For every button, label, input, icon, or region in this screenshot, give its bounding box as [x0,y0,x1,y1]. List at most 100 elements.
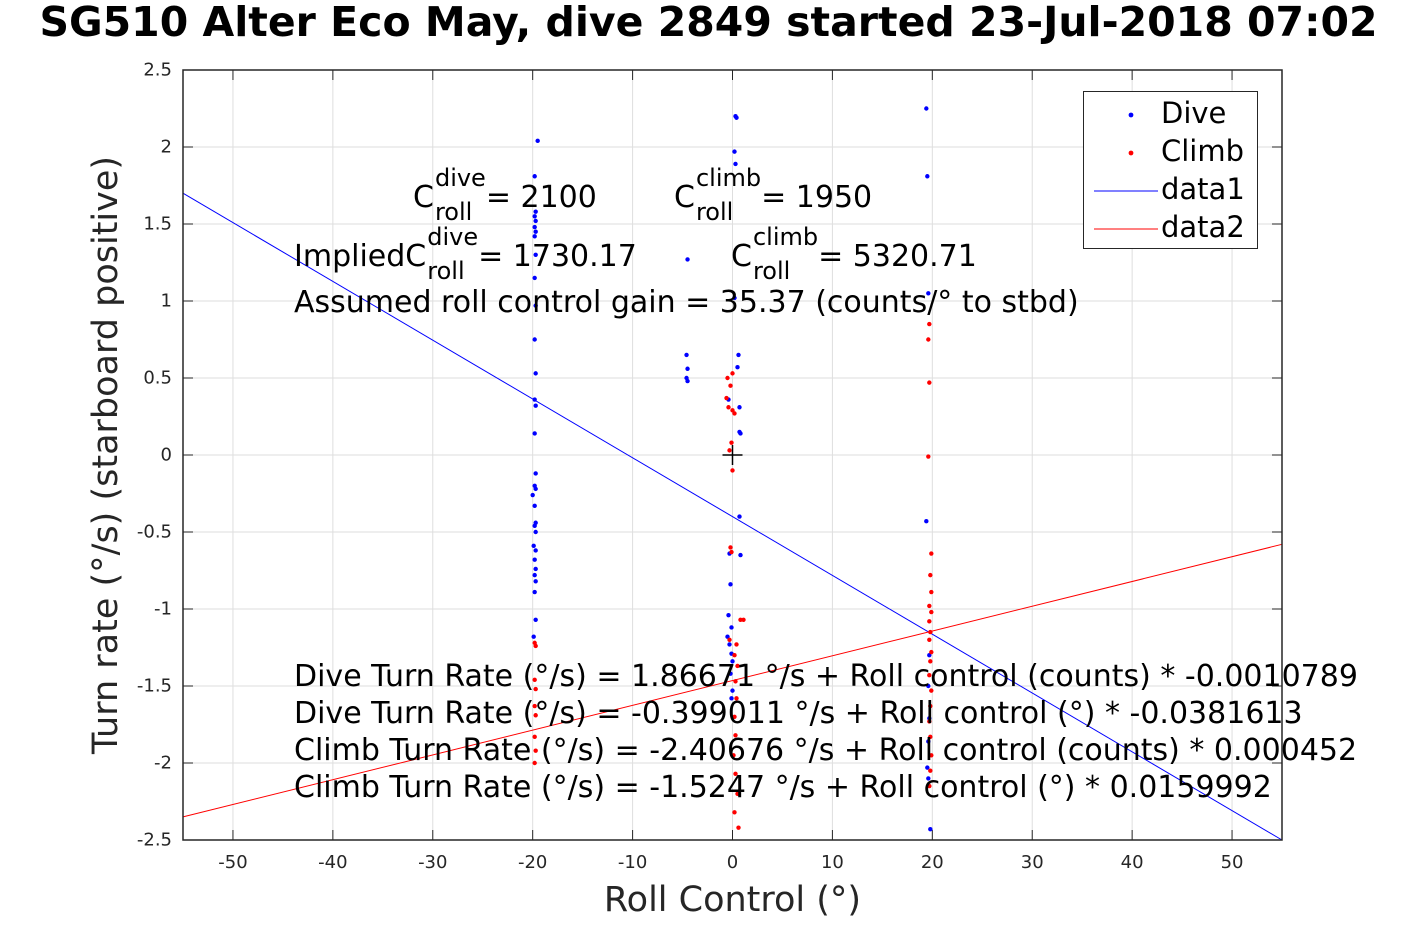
x-tick-label: -20 [517,852,548,873]
climb-point [928,734,933,740]
climb-point [929,589,934,595]
dive-point [728,671,733,676]
dive-point [533,371,538,376]
legend-item-data2: data2 [1084,208,1259,246]
dive-point [533,229,538,234]
climb-point [733,679,738,684]
climb-point [927,619,932,624]
dive-point [532,214,537,219]
x-tick-label: 10 [820,852,844,873]
climb-point [730,371,735,376]
legend-item-data1: data1 [1084,170,1259,208]
x-tick-label: 20 [920,852,944,873]
annotation-superscript: climb [752,223,819,251]
climb-point [734,696,739,701]
dive-point [685,378,690,384]
climb-point [729,549,734,555]
dive-point [738,431,743,436]
dive-point [925,174,930,179]
climb-point [929,688,934,693]
climb-point [728,383,733,388]
annotation-eq-climb-counts: Climb Turn Rate (°/s) = -2.40676 °/s + R… [294,733,1358,768]
annotation-symbol: C [405,239,427,274]
dive-point [533,209,538,214]
dive-point [726,612,731,618]
dive-point [532,224,537,230]
climb-point [532,677,537,683]
annotation-eq-dive-degrees: Dive Turn Rate (°/s) = -0.399011 °/s + R… [294,696,1303,731]
dive-point [925,765,930,770]
dive-point [685,257,690,262]
annotation-value: = 2100 [485,180,597,215]
dive-point [926,683,931,689]
climb-point [729,440,734,445]
legend-dive-marker [1128,112,1134,118]
fit-lines [182,192,1283,841]
annotation-subscript: roll [752,257,791,285]
dive-point [684,352,689,358]
y-tick-label: 2.5 [143,59,172,81]
y-tick-label: -0.5 [136,521,172,543]
y-tick-label: -1.5 [136,675,172,697]
y-tick-label: 2 [160,136,172,158]
climb-point [533,686,538,692]
dive-point [685,366,690,371]
annotation-superscript: dive [427,223,479,251]
climb-point [929,551,934,556]
annotation-symbol: C [413,180,434,215]
dive-point [533,579,538,584]
dive-point [533,617,538,622]
dive-point [730,688,735,693]
climb-point [533,643,538,649]
climb-point [734,642,739,647]
x-tick-label: -10 [617,852,648,873]
climb-point [927,321,932,327]
series-line-data2 [182,543,1283,818]
y-tick-label: -1 [154,598,172,620]
dive-point [532,557,537,562]
dive-point [533,548,538,553]
dive-point [535,138,540,144]
dive-point [928,827,933,832]
annotation-value: = 1950 [761,180,873,215]
climb-point [733,771,738,776]
dive-point [532,397,537,402]
climb-point [928,572,933,578]
x-tick-label: -50 [218,852,248,873]
legend-item-climb: Climb [1084,132,1259,170]
climb-point [728,545,733,550]
dive-point [924,106,929,111]
climb-point [929,649,934,655]
dive-point [533,218,538,224]
annotation-subscript: roll [695,198,734,226]
dive-point [531,634,536,639]
dive-point [730,659,735,664]
series-line-data1 [182,192,1283,841]
dive-point [924,519,929,524]
dive-point [738,552,743,558]
climb-point [532,760,537,766]
dive-point [532,523,537,529]
climb-point [733,733,738,738]
annotation-symbol: C [731,239,752,274]
data-points [530,106,934,832]
y-axis-label: Turn rate (°/s) (starboard positive) [86,155,126,755]
legend-label: Dive [1161,96,1227,130]
climb-point [732,714,737,719]
annotation-value: = 1730.17 [478,239,637,274]
y-tick-label: -2 [154,752,172,774]
chart-title: SG510 Alter Eco May, dive 2849 started 2… [39,0,1378,46]
legend-label: data2 [1161,210,1245,244]
climb-point [727,637,732,642]
legend-data1-line [1094,190,1158,192]
annotation-eq-dive-counts: Dive Turn Rate (°/s) = 1.86671 °/s + Rol… [294,659,1358,694]
climb-point [735,791,740,796]
climb-point [927,637,932,642]
legend-label: Climb [1161,134,1245,168]
legend-label: data1 [1161,172,1245,206]
climb-point [726,405,731,410]
dive-point [531,543,536,549]
